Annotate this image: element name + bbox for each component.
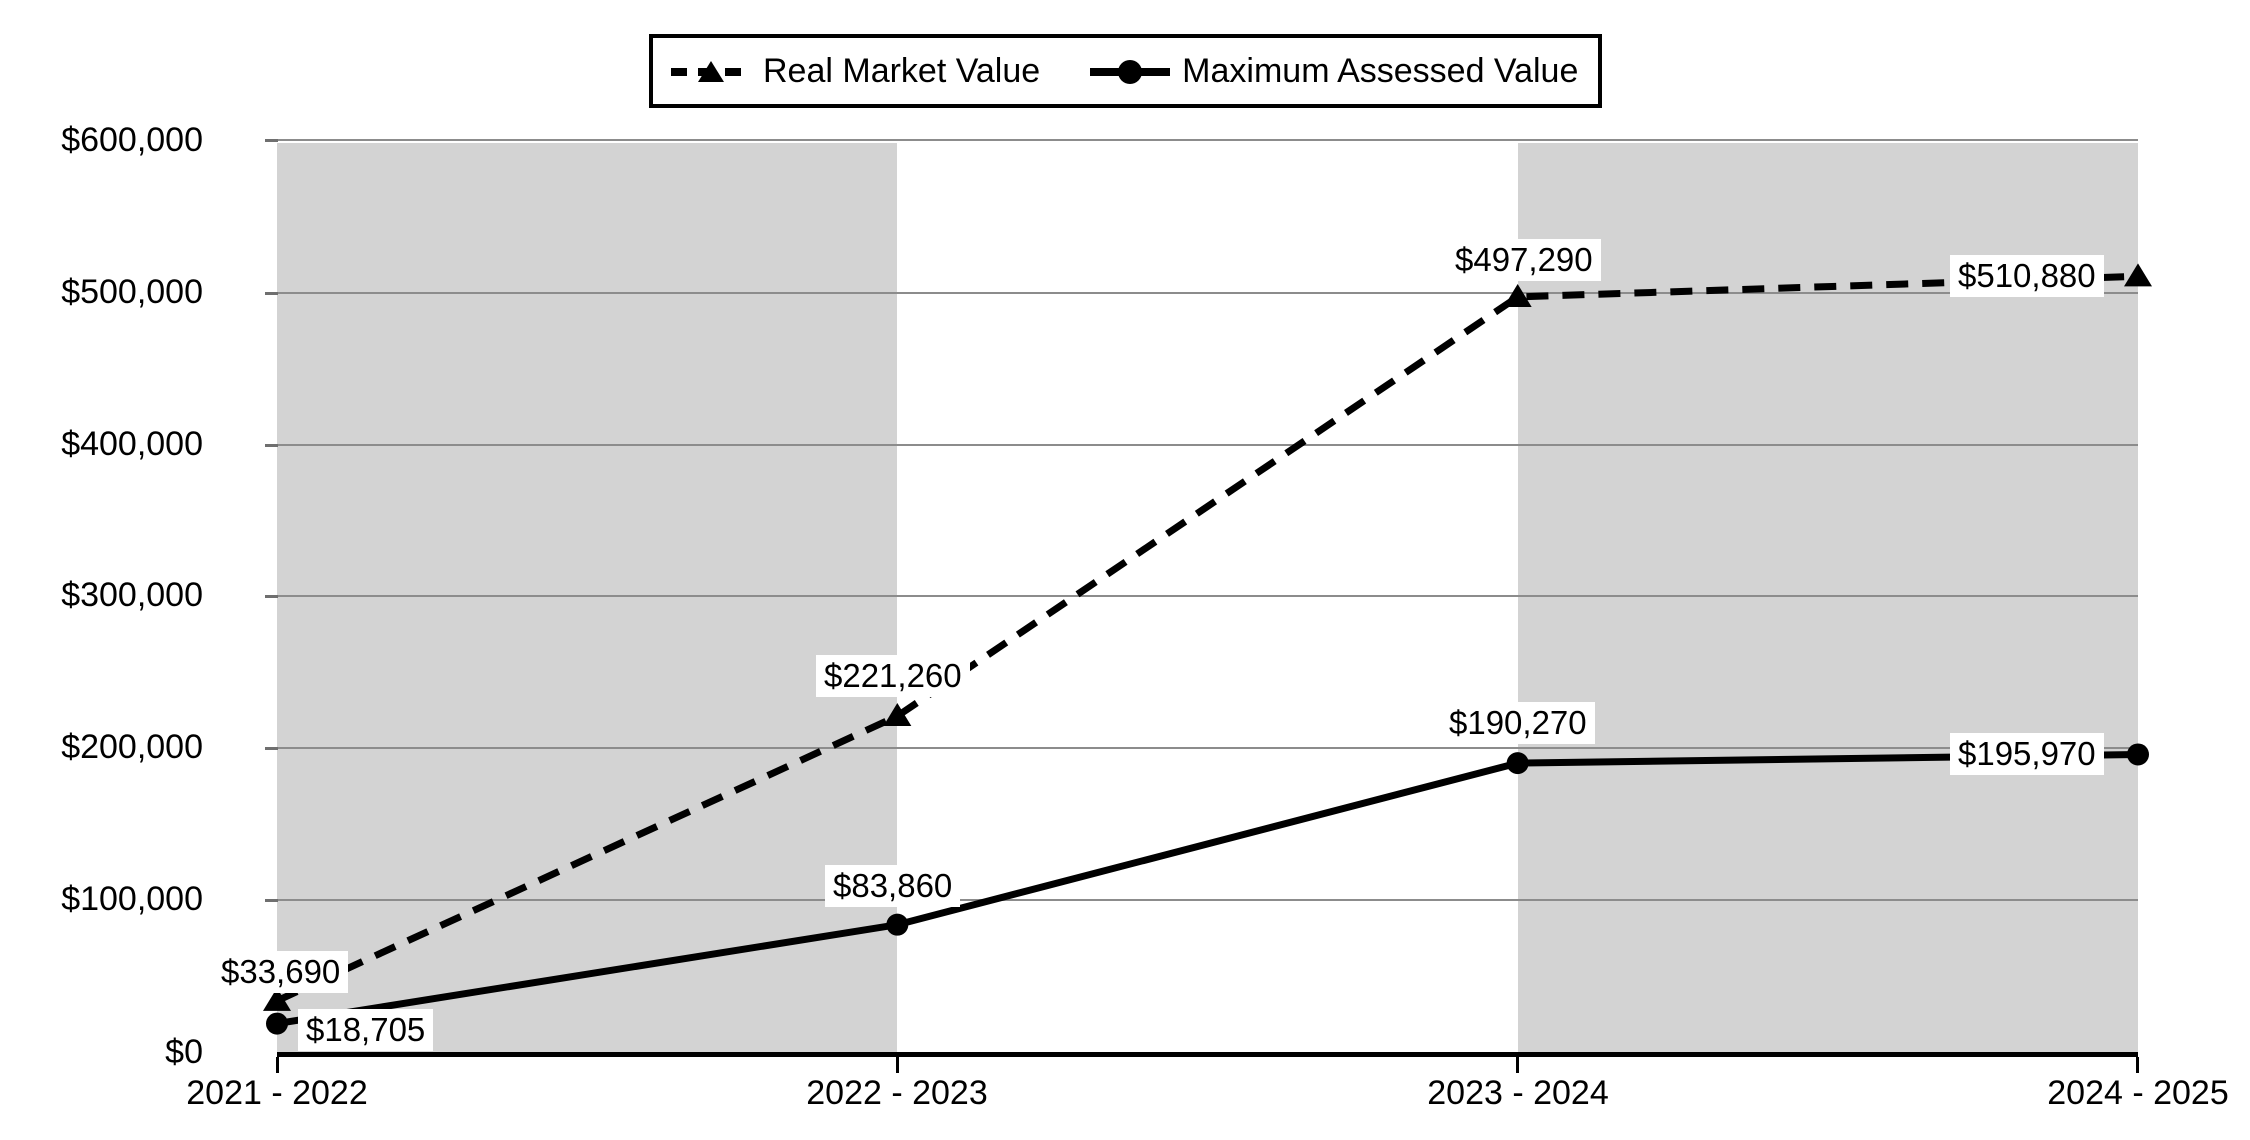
gridline-600000 [277, 139, 2138, 141]
y-axis-label: $100,000 [61, 880, 203, 918]
x-axis-label: 2023 - 2024 [1427, 1074, 1609, 1112]
marker-circle [1506, 752, 1529, 775]
x-tick-2022-2023 [896, 1057, 899, 1073]
y-axis-label: $500,000 [61, 273, 203, 311]
data-label-rmv-2024: $510,880 [1950, 255, 2104, 297]
legend-item-maximum-assessed-value: Maximum Assessed Value [1090, 51, 1578, 91]
y-axis-label: $600,000 [61, 121, 203, 159]
data-label-mav-2024: $195,970 [1950, 733, 2104, 775]
legend-item-real-market-value: Real Market Value [671, 51, 1040, 91]
x-tick-2024-2025 [2136, 1057, 2139, 1073]
solid-line-circle-marker-icon [1090, 60, 1171, 84]
y-axis-label: $200,000 [61, 728, 203, 766]
y-axis-label: $300,000 [61, 576, 203, 614]
data-label-mav-2021: $18,705 [298, 1009, 434, 1051]
x-axis-label: 2024 - 2025 [2047, 1074, 2229, 1112]
gridline-500000 [277, 292, 2138, 294]
series-line-0 [275, 272, 2139, 1004]
marker-triangle [883, 703, 912, 727]
data-label-rmv-2023: $497,290 [1447, 239, 1601, 281]
x-axis-label: 2022 - 2023 [806, 1074, 988, 1112]
data-label-mav-2023: $190,270 [1441, 702, 1595, 744]
x-axis-line [277, 1052, 2138, 1057]
gridline-200000 [277, 747, 2138, 749]
y-tick-400000 [265, 444, 278, 447]
y-axis-label: $400,000 [61, 425, 203, 463]
y-tick-300000 [265, 595, 278, 598]
marker-circle [266, 1012, 288, 1035]
y-axis-label: $0 [165, 1033, 203, 1071]
marker-triangle [1503, 283, 1532, 307]
y-tick-500000 [265, 292, 278, 295]
marker-circle [886, 913, 909, 936]
gridline-400000 [277, 444, 2138, 446]
data-label-rmv-2022: $221,260 [816, 655, 970, 697]
data-label-rmv-2021: $33,690 [213, 951, 349, 993]
y-tick-200000 [265, 747, 278, 750]
marker-triangle [2124, 263, 2152, 287]
marker-circle [2127, 743, 2149, 766]
marker-triangle [263, 987, 291, 1011]
x-tick-2023-2024 [1516, 1057, 1519, 1073]
series-line-1 [276, 751, 2139, 1028]
legend-label-maximum-assessed-value: Maximum Assessed Value [1182, 52, 1579, 90]
y-tick-100000 [265, 899, 278, 902]
series-plot [263, 263, 2152, 1035]
legend-label-real-market-value: Real Market Value [763, 52, 1041, 90]
y-tick-600000 [265, 139, 278, 142]
x-axis-label: 2021 - 2022 [186, 1074, 368, 1112]
dashed-line-triangle-marker-icon [671, 61, 751, 82]
gridline-300000 [277, 595, 2138, 597]
x-tick-2021-2022 [276, 1057, 279, 1073]
gridline-100000 [277, 899, 2138, 901]
data-label-mav-2022: $83,860 [825, 865, 961, 907]
legend: Real Market Value Maximum Assessed Value [649, 34, 1602, 108]
